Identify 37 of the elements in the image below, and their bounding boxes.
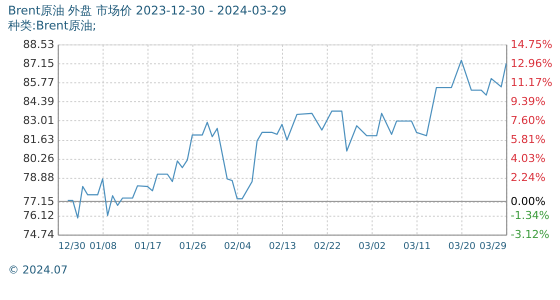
y2-tick-label: 14.75% [510, 38, 552, 51]
chart-subtitle: 种类:Brent原油; [8, 18, 96, 32]
y2-tick-label: 7.60% [510, 114, 546, 127]
y-tick-label: 87.15 [22, 56, 54, 70]
y-tick-label: 80.26 [22, 152, 54, 165]
y2-tick-label: 2.24% [510, 171, 546, 184]
x-tick-label: 12/30 [58, 241, 86, 252]
y-tick-label: 74.74 [22, 228, 54, 242]
x-tick-label: 03/02 [358, 241, 386, 252]
y-tick-label: 83.01 [22, 114, 54, 128]
x-tick-label: 02/04 [224, 241, 252, 252]
y-tick-label: 84.39 [22, 94, 54, 108]
y2-tick-label: 11.17% [510, 76, 552, 89]
y2-tick-label: 0.00% [510, 194, 546, 208]
chart-title: Brent原油 外盘 市场价 2023-12-30 - 2024-03-29 [8, 3, 286, 18]
y-tick-label: 76.12 [22, 209, 54, 222]
x-tick-label: 02/13 [268, 241, 296, 252]
y-tick-label: 81.63 [22, 133, 54, 146]
text: © 2024.07 [8, 264, 68, 277]
x-tick-label: 01/26 [179, 241, 206, 252]
y2-tick-label: 9.39% [510, 94, 546, 108]
y2-tick-label: -1.34% [510, 209, 550, 222]
x-tick-label: 03/11 [403, 241, 431, 252]
x-tick-label: 01/08 [90, 241, 117, 252]
y2-tick-label: -3.12% [510, 228, 550, 242]
x-tick-label: 02/22 [314, 241, 341, 252]
y-tick-label: 85.77 [22, 76, 54, 89]
y2-tick-label: 12.96% [510, 56, 552, 70]
x-tick-label: 03/20 [448, 241, 476, 252]
y-tick-label: 88.53 [22, 38, 54, 51]
y-tick-label: 78.88 [22, 171, 54, 184]
y-tick-label: 77.15 [22, 194, 54, 208]
x-tick-label: 01/17 [134, 241, 162, 252]
line-series [67, 60, 507, 219]
x-tick-label: 03/29 [479, 241, 507, 252]
y2-tick-label: 4.03% [510, 152, 546, 165]
y2-tick-label: 5.81% [510, 133, 546, 146]
